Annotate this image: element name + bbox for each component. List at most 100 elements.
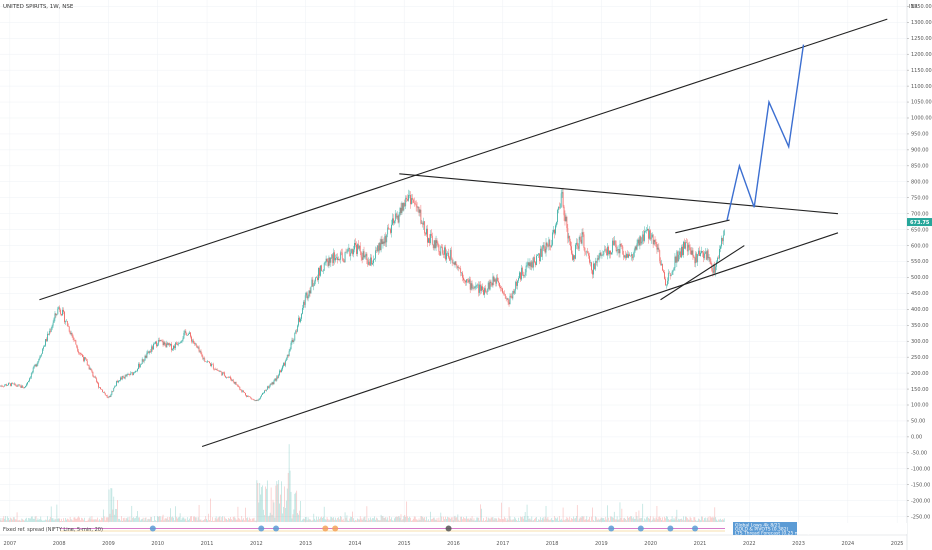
volume-bar: [559, 520, 561, 522]
volume-bar: [170, 508, 171, 522]
trendline-descending-resistance: [399, 173, 839, 215]
candle-body: [459, 268, 461, 269]
volume-bar: [160, 520, 162, 522]
candle-body: [486, 288, 488, 293]
y-tick-label: -150.00: [911, 482, 930, 488]
volume-bar: [96, 519, 98, 522]
candle-body: [131, 372, 133, 373]
candle-body: [264, 390, 265, 393]
volume-bar: [230, 516, 231, 522]
candle-body: [238, 386, 240, 388]
candle-body: [660, 261, 662, 265]
candle-body: [563, 206, 565, 216]
candle-body: [454, 261, 456, 265]
projection-path[interactable]: [726, 44, 805, 221]
candle-body: [101, 389, 102, 390]
candle-body: [319, 267, 320, 276]
volume-bar: [52, 518, 54, 522]
volume-bar: [367, 520, 369, 522]
volume-bar: [58, 518, 60, 522]
candle-body: [241, 390, 243, 392]
candle-body: [717, 257, 718, 262]
candle-body: [394, 213, 396, 221]
candle-body: [449, 249, 451, 261]
candle-body: [268, 386, 270, 389]
volume-bar: [561, 520, 563, 522]
candle-body: [109, 396, 111, 397]
volume-bar: [600, 517, 602, 522]
volume-bar: [335, 517, 336, 522]
candle-body: [483, 289, 484, 295]
candle-body: [672, 270, 674, 272]
candle-body: [556, 222, 557, 226]
candle-body: [576, 242, 578, 247]
volume-bar: [596, 519, 598, 522]
study-label[interactable]: Fixed ref. spread (NIFTY Line, 5-min, 20…: [3, 527, 103, 533]
volume-bar: [438, 517, 440, 522]
candle-body: [355, 242, 356, 245]
candle-body: [342, 258, 344, 262]
volume-bar: [476, 517, 478, 522]
volume-bar: [59, 518, 61, 522]
volume-bar: [630, 516, 632, 522]
volume-bar: [524, 512, 526, 522]
volume-bar: [175, 516, 177, 522]
candle-body: [485, 291, 487, 293]
candle-body: [356, 244, 357, 254]
trendline-upper-channel: [39, 18, 888, 301]
volume-bar: [474, 520, 476, 522]
candle-body: [436, 240, 438, 244]
candle-body: [232, 379, 234, 382]
volume-bar: [276, 481, 278, 522]
volume-bar: [706, 518, 708, 522]
y-tick-label: 150.00: [911, 387, 929, 393]
candle-body: [240, 389, 242, 391]
volume-bar: [157, 516, 159, 522]
volume-bar: [667, 519, 669, 522]
volume-bar: [202, 520, 204, 522]
volume-bar: [380, 514, 382, 522]
study-marker: [322, 525, 329, 532]
candle-body: [321, 265, 322, 272]
volume-bar: [140, 519, 142, 522]
candle-body: [219, 371, 221, 372]
volume-bar: [701, 516, 702, 522]
price-axis[interactable]: 1350.001300.001250.001200.001150.001100.…: [907, 4, 932, 520]
info-box[interactable]: Global Lows 4k 8/21 GOLD & PIVOTS (0.382…: [733, 522, 810, 536]
candle-body: [98, 383, 99, 388]
volume-bar: [670, 519, 672, 522]
volume-bar: [191, 516, 192, 522]
volume-bar: [101, 517, 102, 522]
volume-bar: [702, 516, 703, 522]
candle-body: [463, 277, 464, 281]
volume-bar: [433, 517, 435, 522]
candle-body: [393, 220, 395, 224]
volume-bar: [264, 515, 265, 522]
volume-bar: [382, 516, 384, 522]
volume-bar: [154, 516, 155, 522]
candle-body: [453, 262, 455, 265]
candle-body: [297, 325, 299, 332]
volume-bar: [620, 517, 622, 522]
candle-body: [521, 267, 523, 275]
candle-body: [271, 382, 273, 385]
volume-bar: [149, 519, 151, 522]
volume-bar: [441, 516, 443, 522]
volume-bar: [575, 518, 576, 522]
y-tick-label: 600.00: [911, 243, 929, 249]
volume-bar: [462, 519, 463, 522]
candle-body: [683, 241, 684, 255]
candle-body: [301, 313, 302, 319]
candle-body: [605, 249, 607, 250]
x-tick-label: 2020: [644, 541, 657, 547]
volume-bar: [591, 516, 592, 522]
candle-body: [67, 325, 69, 327]
volume-bar: [444, 519, 445, 522]
volume-bar: [463, 517, 464, 522]
candle-body: [690, 250, 692, 255]
candle-body: [174, 345, 175, 349]
trendlines[interactable]: [39, 18, 888, 447]
time-axis[interactable]: 2007 2008 2009 2010 2011 2012 2013 2014 2015 2016…: [3, 541, 903, 547]
volume-bar: [500, 519, 501, 522]
